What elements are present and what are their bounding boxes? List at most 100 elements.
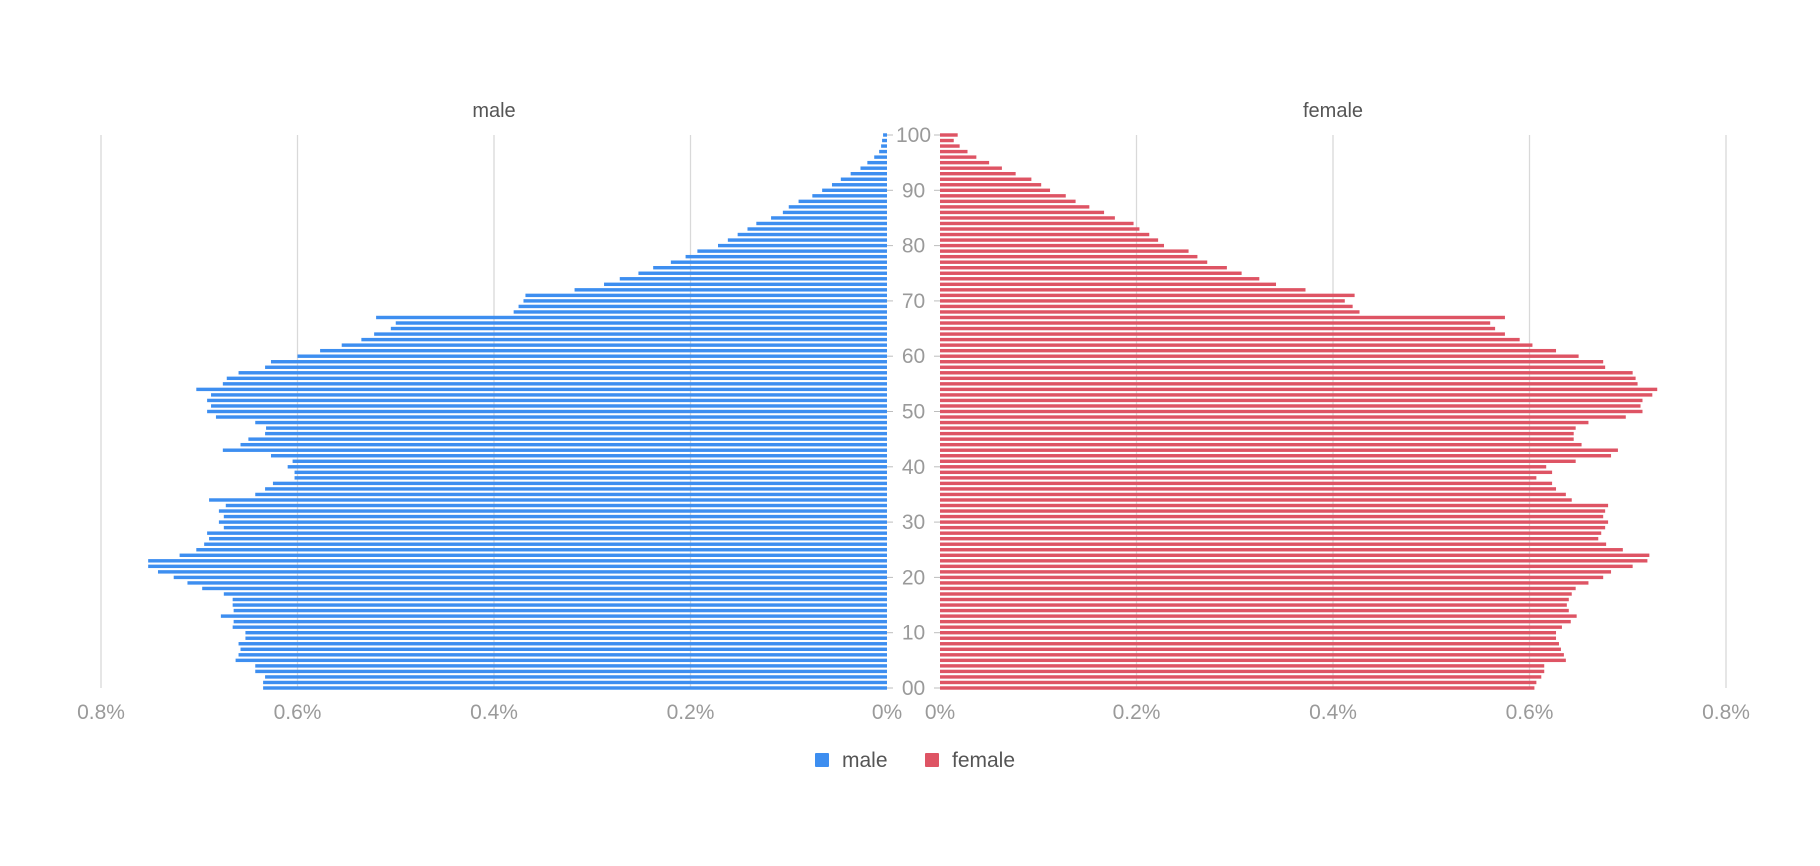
bar-female <box>940 348 1557 353</box>
age-tick-label: 40 <box>902 456 925 479</box>
bar-male <box>211 393 888 397</box>
bar-female <box>940 138 954 143</box>
x-tick-label-female: 0.4% <box>1309 701 1357 724</box>
bar-female <box>940 199 1076 204</box>
bar-female <box>940 542 1607 546</box>
bar-male <box>670 260 887 264</box>
bar-female <box>940 194 1066 198</box>
bar-female <box>940 653 1564 657</box>
age-tick-label: 00 <box>902 677 925 700</box>
x-tick-label-female: 0.6% <box>1506 701 1554 724</box>
bar-female <box>940 144 960 148</box>
bar-female <box>940 315 1505 320</box>
bar-male <box>287 465 887 469</box>
bar-male <box>263 686 887 690</box>
bar-female <box>940 498 1572 502</box>
bar-male <box>840 177 887 181</box>
legend: male female <box>815 749 1015 772</box>
bar-male <box>638 271 887 275</box>
bar-female <box>940 160 990 165</box>
bar-male <box>238 642 888 646</box>
bar-female <box>940 636 1557 640</box>
bar-male <box>148 564 887 569</box>
bar-female <box>940 337 1520 342</box>
bar-female <box>940 183 1042 187</box>
x-tick-label-female: 0.2% <box>1113 701 1161 724</box>
bar-male <box>265 675 887 679</box>
legend-label-female: female <box>952 749 1015 772</box>
bar-male <box>196 387 888 392</box>
bar-male <box>574 288 887 292</box>
bar-male <box>187 581 887 585</box>
bar-male <box>822 188 887 193</box>
bar-female <box>940 133 958 137</box>
bar-female <box>940 277 1260 281</box>
bar-female <box>940 415 1626 419</box>
bar-male <box>747 227 887 231</box>
bar-male <box>883 133 887 137</box>
bar-female <box>940 570 1612 574</box>
bar-male <box>292 459 887 463</box>
bar-female <box>940 238 1159 242</box>
bar-female <box>940 603 1567 607</box>
bar-female <box>940 630 1557 635</box>
bar-female <box>940 614 1577 618</box>
bar-female <box>940 360 1604 364</box>
bar-female <box>940 188 1051 193</box>
bar-male <box>831 183 887 187</box>
bar-male <box>233 608 887 613</box>
bar-female <box>940 525 1606 530</box>
bar-female <box>940 177 1032 181</box>
bar-female <box>940 371 1633 375</box>
x-tick-label-male: 0% <box>872 701 902 724</box>
bar-female <box>940 332 1505 336</box>
bar-female <box>940 553 1650 557</box>
bar-female <box>940 581 1589 585</box>
bar-male <box>879 149 887 154</box>
bar-female <box>940 321 1491 325</box>
bar-male <box>223 514 887 519</box>
bar-female <box>940 149 968 154</box>
bar-female <box>940 293 1355 298</box>
bar-female <box>940 492 1566 497</box>
panel-title-female: female <box>1303 100 1363 122</box>
bar-male <box>238 371 888 375</box>
bar-female <box>940 442 1582 447</box>
bar-female <box>940 564 1633 569</box>
bar-male <box>207 531 888 535</box>
bar-male <box>867 160 887 165</box>
bar-male <box>265 365 887 369</box>
bar-female <box>940 669 1545 674</box>
bar-female <box>940 503 1609 508</box>
bar-female <box>940 216 1115 220</box>
bar-male <box>756 221 887 226</box>
bar-female <box>940 675 1542 679</box>
bar-male <box>240 442 887 447</box>
legend-label-male: male <box>842 749 888 772</box>
bar-male <box>255 664 887 668</box>
age-tick-label: 30 <box>902 511 925 534</box>
bar-female <box>940 642 1559 646</box>
bar-male <box>222 382 887 386</box>
bar-female <box>940 393 1653 397</box>
bar-male <box>238 653 888 657</box>
bar-male <box>179 553 888 557</box>
bar-female <box>940 536 1599 541</box>
bar-female <box>940 465 1547 469</box>
bar-male <box>782 210 887 215</box>
bar-male <box>727 238 887 242</box>
x-tick-label-male: 0.8% <box>77 701 125 724</box>
bar-female <box>940 254 1198 259</box>
bar-female <box>940 686 1535 690</box>
bar-male <box>266 426 887 430</box>
bar-male <box>390 326 887 331</box>
bar-male <box>232 603 887 607</box>
bar-female <box>940 531 1602 535</box>
bar-male <box>233 619 887 624</box>
bar-male <box>874 155 887 159</box>
bar-female <box>940 592 1572 596</box>
bar-male <box>341 343 887 347</box>
age-tick-label: 10 <box>902 622 925 645</box>
bar-female <box>940 404 1641 408</box>
